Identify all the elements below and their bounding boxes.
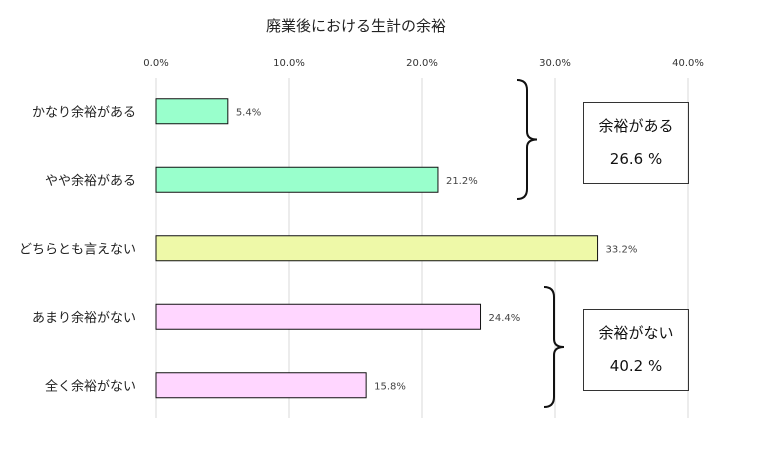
x-tick-label: 10.0% — [273, 58, 305, 69]
data-label: 33.2% — [606, 244, 638, 255]
x-tick-label: 40.0% — [672, 58, 704, 69]
bar — [155, 303, 482, 330]
category-label: かなり余裕がある — [32, 104, 136, 120]
bar — [155, 372, 367, 399]
group-box-yoyu-nai: 余裕がない 40.2 % — [583, 309, 689, 391]
category-label: どちらとも言えない — [19, 242, 136, 257]
bar — [155, 98, 229, 125]
bar — [155, 235, 599, 262]
group-brace — [516, 79, 538, 200]
group-label: 余裕がない — [598, 324, 674, 342]
data-label: 21.2% — [446, 176, 478, 187]
group-label: 余裕がある — [598, 117, 674, 135]
group-brace — [543, 286, 565, 408]
x-tick-label: 30.0% — [539, 58, 571, 69]
category-label: 全く余裕がない — [45, 378, 136, 394]
data-label: 5.4% — [236, 107, 261, 118]
group-box-yoyu-aru: 余裕がある 26.6 % — [583, 102, 689, 184]
chart-title: 廃業後における生計の余裕 — [266, 17, 446, 35]
group-value: 40.2 % — [609, 357, 663, 375]
data-label: 15.8% — [374, 381, 406, 392]
category-label: あまり余裕がない — [32, 310, 136, 326]
x-tick-label: 20.0% — [406, 58, 438, 69]
category-label: やや余裕がある — [45, 173, 136, 189]
x-tick-labels: 0.0% 10.0% 20.0% 30.0% 40.0% — [143, 58, 704, 69]
data-label: 24.4% — [489, 313, 521, 324]
group-value: 26.6 % — [609, 150, 663, 168]
bar — [155, 166, 439, 193]
bars: かなり余裕がある 5.4% やや余裕がある 21.2% どちらとも言えない 33.2% あま… — [19, 98, 638, 399]
x-tick-label: 0.0% — [143, 58, 168, 69]
group-braces — [516, 79, 565, 408]
